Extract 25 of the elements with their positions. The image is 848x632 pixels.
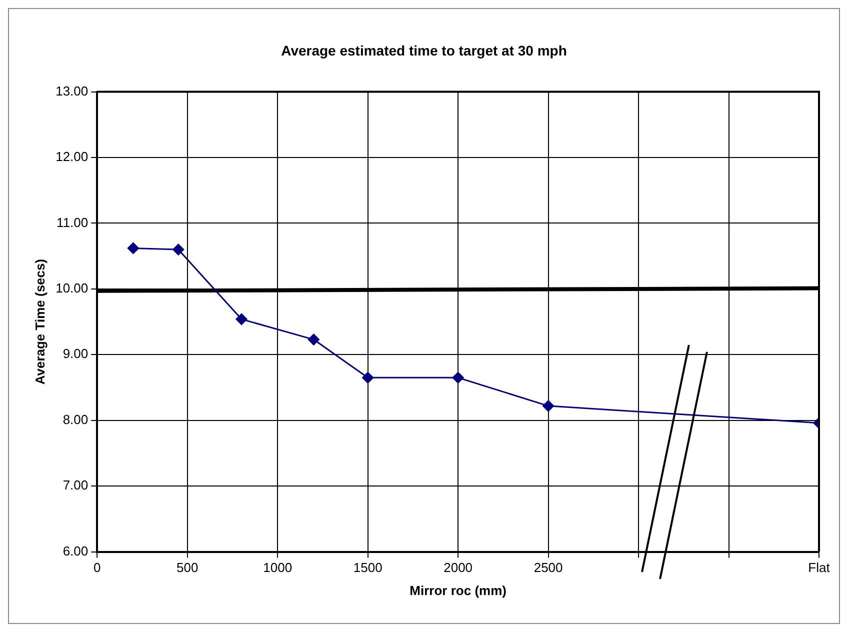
x-tick-label: 1000 xyxy=(263,560,292,576)
x-tick-label: 1500 xyxy=(353,560,382,576)
point xyxy=(172,244,184,256)
y-tick-label: 12.00 xyxy=(56,149,88,164)
x-tick-label: 0 xyxy=(94,560,101,576)
point xyxy=(362,372,374,384)
x-axis-title: Mirror roc (mm) xyxy=(410,582,506,598)
y-tick-label: 9.00 xyxy=(62,346,88,362)
x-tick-label: 2500 xyxy=(534,560,563,576)
y-tick-label: 10.00 xyxy=(56,280,88,296)
point xyxy=(542,400,554,412)
point xyxy=(127,242,139,254)
x-tick-label: 2000 xyxy=(444,560,473,576)
chart-title: Average estimated time to target at 30 mph xyxy=(281,42,567,58)
y-tick-label: 8.00 xyxy=(62,412,88,427)
point xyxy=(236,313,248,325)
y-tick-label: 11.00 xyxy=(56,214,88,230)
y-tick-label: 13.00 xyxy=(56,83,88,98)
x-tick-label: Flat xyxy=(808,560,830,576)
point xyxy=(452,372,464,384)
y-tick-label: 7.00 xyxy=(62,478,88,493)
point xyxy=(308,334,320,346)
x-tick-label: 500 xyxy=(176,560,198,576)
y-axis-title: Average Time (secs) xyxy=(32,258,48,385)
y-tick-label: 6.00 xyxy=(62,543,88,558)
